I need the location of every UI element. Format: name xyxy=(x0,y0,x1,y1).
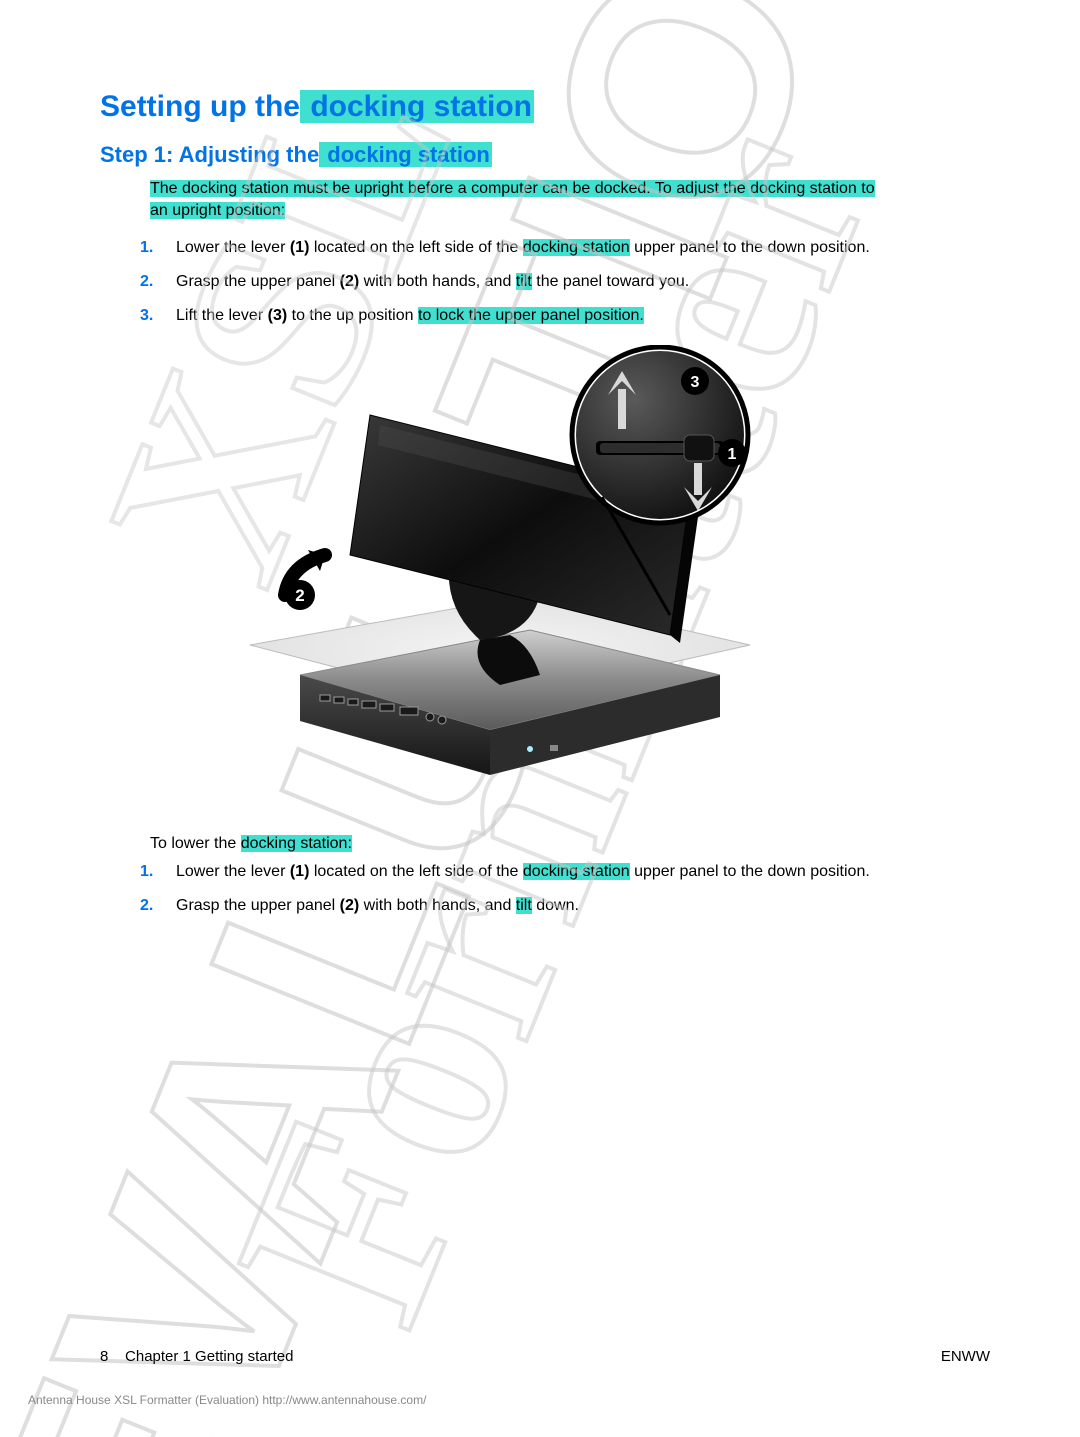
step-text: Lift the lever (3) to the up position to… xyxy=(176,307,644,325)
chapter-label: Chapter 1 Getting started xyxy=(125,1348,293,1365)
svg-text:2: 2 xyxy=(295,586,304,605)
lower-intro: To lower the docking station: xyxy=(150,835,990,853)
footer-right: ENWW xyxy=(941,1348,990,1365)
svg-text:3: 3 xyxy=(691,374,700,391)
step1-heading: Step 1: Adjusting the docking station xyxy=(100,142,990,168)
docking-station-figure: 2 xyxy=(230,345,770,805)
svg-text:1: 1 xyxy=(728,446,737,463)
page-title: Setting up the docking station xyxy=(100,90,990,124)
title-highlight: docking station xyxy=(300,90,534,123)
list-item: 1. Lower the lever (1) located on the le… xyxy=(140,863,990,881)
steps-upright-list: 1. Lower the lever (1) located on the le… xyxy=(140,239,990,325)
intro-paragraph: The docking station must be upright befo… xyxy=(150,178,990,223)
subhead-prefix: Step 1: Adjusting the xyxy=(100,142,319,167)
step-text: Lower the lever (1) located on the left … xyxy=(176,863,870,881)
list-item: 2. Grasp the upper panel (2) with both h… xyxy=(140,273,990,291)
step-text: Grasp the upper panel (2) with both hand… xyxy=(176,273,689,291)
steps-lower-list: 1. Lower the lever (1) located on the le… xyxy=(140,863,990,915)
intro-line1: The docking station must be upright befo… xyxy=(150,180,875,197)
step-number: 2. xyxy=(140,897,176,915)
page-number: 8 xyxy=(100,1348,108,1365)
step-number: 2. xyxy=(140,273,176,291)
evaluation-footer: Antenna House XSL Formatter (Evaluation)… xyxy=(28,1393,426,1407)
step-number: 3. xyxy=(140,307,176,325)
footer-left: 8 Chapter 1 Getting started xyxy=(100,1348,293,1365)
list-item: 1. Lower the lever (1) located on the le… xyxy=(140,239,990,257)
step-text: Lower the lever (1) located on the left … xyxy=(176,239,870,257)
intro-line2: an upright position: xyxy=(150,202,285,219)
list-item: 3. Lift the lever (3) to the up position… xyxy=(140,307,990,325)
step-number: 1. xyxy=(140,239,176,257)
step-text: Grasp the upper panel (2) with both hand… xyxy=(176,897,579,915)
page-footer: 8 Chapter 1 Getting started ENWW xyxy=(100,1348,990,1365)
figure-svg: 2 xyxy=(230,345,770,805)
subhead-highlight: docking station xyxy=(319,142,492,167)
title-prefix: Setting up the xyxy=(100,90,300,123)
step-number: 1. xyxy=(140,863,176,881)
list-item: 2. Grasp the upper panel (2) with both h… xyxy=(140,897,990,915)
